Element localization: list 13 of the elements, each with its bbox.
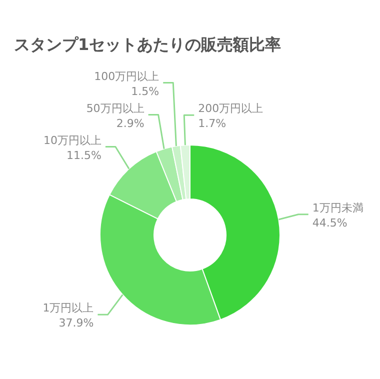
chart-title: スタンプ1セットあたりの販売額比率 — [14, 35, 282, 54]
data-label: 44.5% — [312, 216, 348, 230]
slice-label: 200万円以上 — [198, 102, 264, 116]
slice-label: 50万円以上 — [86, 102, 144, 115]
slice-label: 1万円未満 — [312, 201, 364, 214]
data-label: 11.5% — [66, 148, 102, 162]
data-label: 1.5% — [131, 84, 160, 98]
data-label: 2.9% — [116, 116, 144, 130]
data-label: 37.9% — [58, 316, 94, 330]
data-label: 1.7% — [198, 117, 226, 130]
slice-label: 1万円以上 — [42, 302, 94, 315]
slice-label: 10万円以上 — [43, 134, 102, 147]
slice-label: 100万円以上 — [94, 70, 160, 83]
